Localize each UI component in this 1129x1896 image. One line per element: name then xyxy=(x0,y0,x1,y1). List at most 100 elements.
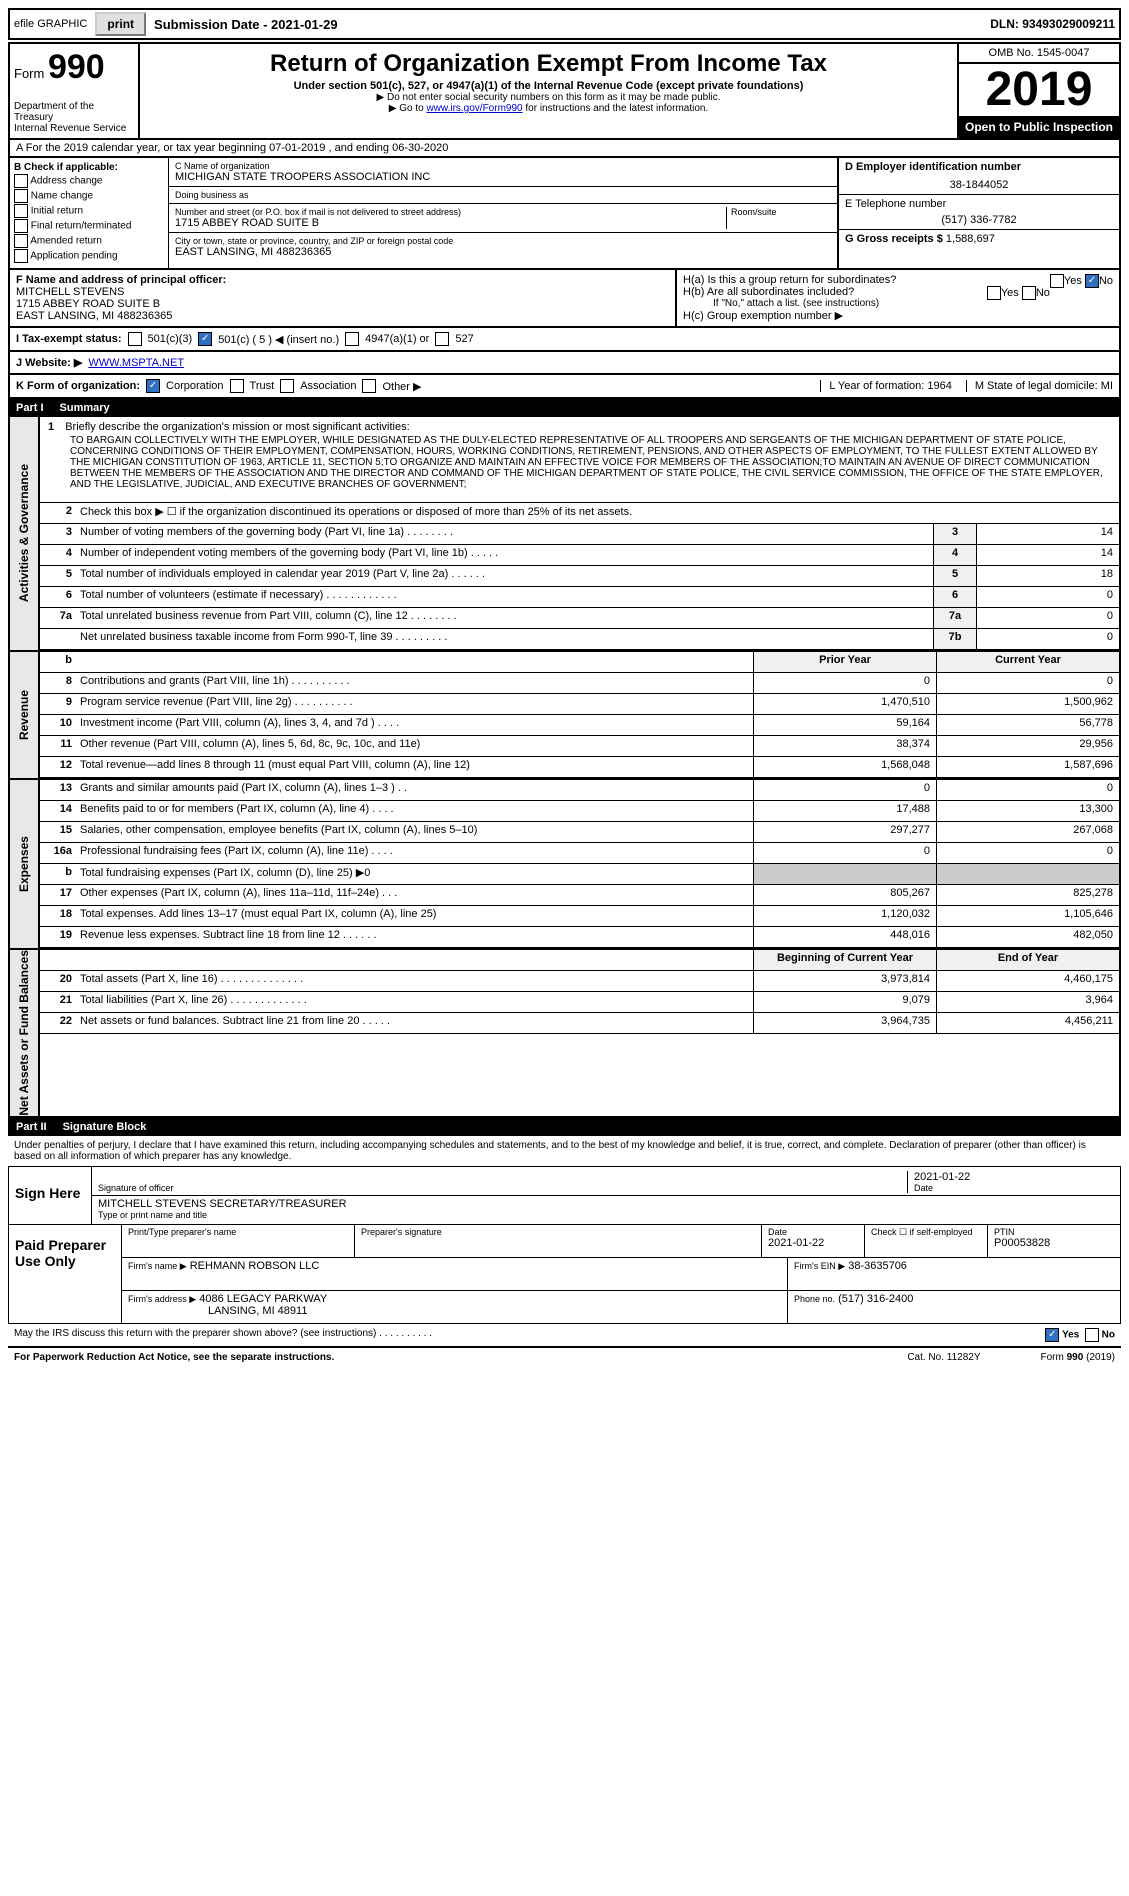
city-label: City or town, state or province, country… xyxy=(175,236,831,246)
no-label-2: No xyxy=(1036,287,1050,299)
header-b: b xyxy=(40,652,76,672)
vtab-net-label: Net Assets or Fund Balances xyxy=(17,950,31,1116)
sign-right: Signature of officer 2021-01-22 Date MIT… xyxy=(92,1167,1120,1224)
gov-line: Net unrelated business taxable income fr… xyxy=(40,629,1119,650)
firm-addr-label: Firm's address ▶ xyxy=(128,1294,196,1304)
discuss-text: May the IRS discuss this return with the… xyxy=(14,1328,432,1342)
mission-label: Briefly describe the organization's miss… xyxy=(65,421,409,433)
no-label: No xyxy=(1099,275,1113,287)
dba-label: Doing business as xyxy=(175,190,831,200)
exp-content: 13Grants and similar amounts paid (Part … xyxy=(40,780,1119,948)
data-line: 17Other expenses (Part IX, column (A), l… xyxy=(40,885,1119,906)
omb-number: OMB No. 1545-0047 xyxy=(959,44,1119,64)
efile-label: efile GRAPHIC xyxy=(14,18,87,30)
vtab-exp-label: Expenses xyxy=(17,836,31,892)
form-header: Form 990 Department of the Treasury Inte… xyxy=(8,42,1121,140)
hb-yes-checkbox[interactable] xyxy=(987,286,1001,300)
prep-date-label: Date xyxy=(768,1227,858,1237)
net-header: Beginning of Current Year End of Year xyxy=(40,950,1119,971)
part2-header: Part II Signature Block xyxy=(8,1118,1121,1136)
opt-501c3: 501(c)(3) xyxy=(148,333,193,345)
header-right: OMB No. 1545-0047 2019 Open to Public In… xyxy=(957,44,1119,138)
website-row: J Website: ▶ WWW.MSPTA.NET xyxy=(8,352,1121,375)
netassets-block: Net Assets or Fund Balances Beginning of… xyxy=(8,950,1121,1118)
discuss-no-checkbox[interactable] xyxy=(1085,1328,1099,1342)
opt-501c: 501(c) ( 5 ) ◀ (insert no.) xyxy=(218,333,339,346)
preparer-label: Paid Preparer Use Only xyxy=(9,1225,122,1323)
preparer-block: Paid Preparer Use Only Print/Type prepar… xyxy=(8,1225,1121,1324)
prep-date-cell: Date 2021-01-22 xyxy=(762,1225,865,1257)
part1-title: Summary xyxy=(60,402,110,414)
colb-item[interactable]: Amended return xyxy=(14,234,164,248)
colb-item[interactable]: Address change xyxy=(14,174,164,188)
officer-name: MITCHELL STEVENS SECRETARY/TREASURER xyxy=(98,1198,347,1210)
sign-here-label: Sign Here xyxy=(9,1167,92,1224)
4947-checkbox[interactable] xyxy=(345,332,359,346)
website-label: J Website: ▶ xyxy=(16,356,82,369)
website-link[interactable]: WWW.MSPTA.NET xyxy=(88,357,184,369)
f-label: F Name and address of principal officer: xyxy=(16,274,226,286)
assoc-checkbox[interactable] xyxy=(280,379,294,393)
dln: DLN: 93493029009211 xyxy=(990,17,1115,31)
name-row: MITCHELL STEVENS SECRETARY/TREASURER Typ… xyxy=(92,1196,1120,1224)
501c3-checkbox[interactable] xyxy=(128,332,142,346)
hc-label: H(c) Group exemption number ▶ xyxy=(683,309,1113,322)
501c-checkbox[interactable] xyxy=(198,332,212,346)
data-line: 14Benefits paid to or for members (Part … xyxy=(40,801,1119,822)
column-b: B Check if applicable: Address change Na… xyxy=(10,158,169,268)
col-b-label: B Check if applicable: xyxy=(14,162,118,173)
ha-no-checkbox[interactable] xyxy=(1085,274,1099,288)
form-subtitle: Under section 501(c), 527, or 4947(a)(1)… xyxy=(144,80,953,92)
colb-item[interactable]: Initial return xyxy=(14,204,164,218)
other-checkbox[interactable] xyxy=(362,379,376,393)
tax-year: 2019 xyxy=(959,64,1119,116)
colb-item[interactable]: Final return/terminated xyxy=(14,219,164,233)
f-addr2: EAST LANSING, MI 488236365 xyxy=(16,310,172,322)
mission-num: 1 xyxy=(48,421,54,433)
data-line: 12Total revenue—add lines 8 through 11 (… xyxy=(40,757,1119,778)
trust-checkbox[interactable] xyxy=(230,379,244,393)
state-domicile: M State of legal domicile: MI xyxy=(966,380,1113,392)
end-year-header: End of Year xyxy=(936,950,1119,970)
colb-item[interactable]: Application pending xyxy=(14,249,164,263)
org-name-label: C Name of organization xyxy=(175,161,831,171)
org-name-cell: C Name of organization MICHIGAN STATE TR… xyxy=(169,158,837,187)
tax-status-row: I Tax-exempt status: 501(c)(3) 501(c) ( … xyxy=(8,328,1121,352)
gov-line: 5Total number of individuals employed in… xyxy=(40,566,1119,587)
mission-block: 1 Briefly describe the organization's mi… xyxy=(40,417,1119,503)
begin-year-header: Beginning of Current Year xyxy=(753,950,936,970)
department: Department of the Treasury Internal Reve… xyxy=(14,101,134,134)
net-header-num xyxy=(40,950,76,970)
city-cell: City or town, state or province, country… xyxy=(169,233,837,261)
corp-checkbox[interactable] xyxy=(146,379,160,393)
opt-trust: Trust xyxy=(250,380,275,392)
form-num: 990 xyxy=(48,48,105,86)
ha-yes-checkbox[interactable] xyxy=(1050,274,1064,288)
print-button[interactable]: print xyxy=(95,12,146,36)
firm-phone: (517) 316-2400 xyxy=(838,1293,913,1305)
address-cell: Number and street (or P.O. box if mail i… xyxy=(169,204,837,233)
firm-phone-label: Phone no. xyxy=(794,1294,835,1304)
527-checkbox[interactable] xyxy=(435,332,449,346)
firm-addr1: 4086 LEGACY PARKWAY xyxy=(199,1293,327,1305)
net-header-spacer xyxy=(76,950,753,970)
prior-year-header: Prior Year xyxy=(753,652,936,672)
prep-date: 2021-01-22 xyxy=(768,1237,858,1249)
discuss-yes-checkbox[interactable] xyxy=(1045,1328,1059,1342)
header-center: Return of Organization Exempt From Incom… xyxy=(140,44,957,138)
submission-date: Submission Date - 2021-01-29 xyxy=(154,17,338,32)
vtab-gov-label: Activities & Governance xyxy=(17,464,31,602)
ptin-value: P00053828 xyxy=(994,1237,1114,1249)
form-line3: ▶ Go to www.irs.gov/Form990 for instruct… xyxy=(144,103,953,114)
sig-date-label: Date xyxy=(914,1183,1114,1193)
irs-link[interactable]: www.irs.gov/Form990 xyxy=(426,103,522,114)
pra-notice: For Paperwork Reduction Act Notice, see … xyxy=(14,1352,334,1363)
data-line: 20Total assets (Part X, line 16) . . . .… xyxy=(40,971,1119,992)
officer-name-label: Type or print name and title xyxy=(98,1210,207,1220)
sign-here-block: Sign Here Signature of officer 2021-01-2… xyxy=(8,1167,1121,1225)
form-word: Form xyxy=(14,66,44,81)
colb-item[interactable]: Name change xyxy=(14,189,164,203)
data-line: 18Total expenses. Add lines 13–17 (must … xyxy=(40,906,1119,927)
hb-no-checkbox[interactable] xyxy=(1022,286,1036,300)
gross-cell: G Gross receipts $ 1,588,697 xyxy=(839,230,1119,248)
